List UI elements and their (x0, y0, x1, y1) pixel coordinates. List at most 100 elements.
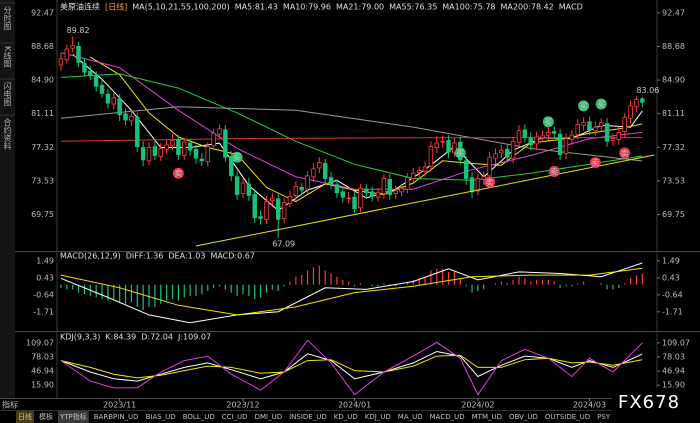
indicator-tab[interactable]: BARBPIN_UD (94, 413, 139, 421)
y-tick-label-left: 1.49 (36, 256, 54, 265)
candle-body (593, 126, 598, 132)
line-series (60, 262, 643, 324)
y-tick-label-left: 73.53 (31, 176, 54, 185)
candle-body (499, 149, 504, 154)
indicator-tab[interactable]: MACD_UD (430, 413, 465, 421)
signal-marker (454, 147, 466, 159)
signal-label: 买 (456, 149, 464, 158)
y-tick-label-right: -0.64 (662, 290, 683, 299)
candle-body (505, 148, 510, 158)
indicator-tab[interactable]: KD_UD (334, 413, 358, 421)
y-tick-label-right: 69.75 (662, 210, 685, 219)
signal-marker (542, 116, 554, 128)
y-tick-label-right: 1.49 (662, 256, 680, 265)
candle-body (416, 170, 422, 173)
signal-label: 卖 (174, 169, 182, 178)
line-series (60, 267, 643, 316)
candle-body (158, 147, 163, 157)
y-tick-label-left: 92.47 (31, 8, 54, 17)
candle-body (311, 168, 316, 178)
candle-body (258, 216, 263, 219)
indicator-tab[interactable]: MA_UD (398, 413, 423, 421)
indicator-tab[interactable]: CCI_UD (222, 413, 248, 421)
candle-body (563, 138, 569, 155)
indicator-tab[interactable]: OBV_UD (509, 413, 538, 421)
y-tick-label-right: 92.47 (662, 8, 685, 17)
legend-item: MA200:78.42 (501, 3, 554, 12)
candle-body (305, 175, 310, 190)
indicator-tab[interactable]: KDJ_UD (365, 413, 391, 421)
sidebar-tab[interactable]: 闪电图 (3, 82, 12, 107)
candle-body (299, 186, 304, 191)
indicator-tab[interactable]: OUTSIDE_UD (545, 413, 590, 421)
legend-item: MACD:0.67 (210, 252, 255, 261)
indicator-tab[interactable]: PSY_UD (597, 413, 624, 421)
candle-body (493, 153, 498, 159)
legend-item: MA(5,10,21,55,100,200) (132, 3, 230, 12)
candle-body (640, 98, 645, 103)
signal-marker (548, 165, 560, 177)
legend-item: J:109.07 (177, 333, 211, 342)
price-annotation: 83.06 (636, 86, 659, 95)
sidebar-tab[interactable]: 合约资料 (3, 117, 12, 151)
sidebar-tab[interactable]: 分时图 (3, 6, 12, 31)
line-series (60, 106, 643, 162)
indicator-tab[interactable]: DMI_UD (255, 413, 283, 421)
candle-body (634, 99, 639, 108)
indicator-tab[interactable]: YTP指标 (59, 412, 87, 421)
candle-body (229, 155, 234, 177)
x-tick-label: 2024/02 (461, 401, 494, 410)
candle-body (82, 62, 87, 73)
candle-body (105, 93, 111, 104)
candle-body (346, 197, 351, 200)
candle-body (434, 142, 439, 148)
candle-body (528, 137, 533, 146)
candle-body (375, 192, 381, 198)
indicator-tab[interactable]: 模板 (39, 412, 53, 421)
candle-body (552, 131, 557, 134)
legend-item: K:84.39 (105, 333, 136, 342)
candle-body (99, 85, 105, 94)
line-series (60, 339, 643, 396)
legend-item: 美原油连续 (60, 2, 100, 12)
candle-body (393, 190, 398, 195)
candle-body (387, 179, 393, 195)
trend-line (195, 154, 655, 247)
candle-body (58, 58, 64, 66)
candle-body (182, 141, 187, 156)
indicator-tab[interactable]: 日线 (18, 412, 32, 421)
candle-body (152, 146, 158, 156)
legend-item: DIFF:1.36 (126, 252, 164, 261)
candle-body (428, 146, 434, 167)
candle-body (616, 132, 622, 140)
indicator-tab[interactable]: BIAS_UD (146, 413, 176, 421)
candle-body (469, 177, 475, 193)
y-tick-label-left: 78.03 (31, 352, 54, 361)
sidebar-tab[interactable]: K线图 (3, 46, 12, 68)
indicator-tab[interactable]: MTM_UD (472, 413, 502, 421)
candle-body (240, 182, 246, 195)
candle-body (164, 144, 169, 150)
active-tab (58, 411, 89, 423)
signal-label: 卖 (621, 149, 629, 158)
legend-item: MACD (559, 3, 583, 12)
signal-marker (231, 151, 243, 163)
signal-marker (595, 98, 607, 110)
signal-marker (172, 167, 184, 179)
legend-item: [日线] (105, 2, 127, 12)
y-tick-label-left: 109.07 (26, 338, 54, 347)
candle-body (463, 160, 469, 179)
indicator-tab[interactable]: INSIDE_UD (289, 413, 327, 421)
candle-body (223, 129, 228, 158)
indicator-tab[interactable]: BOLL_UD (183, 413, 215, 421)
signal-label: 买 (544, 118, 552, 127)
signal-label: 买 (580, 102, 588, 111)
legend-item: MA21:79.00 (336, 3, 384, 12)
legend-item: MA10:79.96 (283, 3, 331, 12)
candle-body (569, 134, 575, 140)
candle-body (587, 121, 592, 131)
legend-item: MA100:75.78 (442, 3, 495, 12)
y-tick-label-right: 88.68 (662, 42, 685, 51)
